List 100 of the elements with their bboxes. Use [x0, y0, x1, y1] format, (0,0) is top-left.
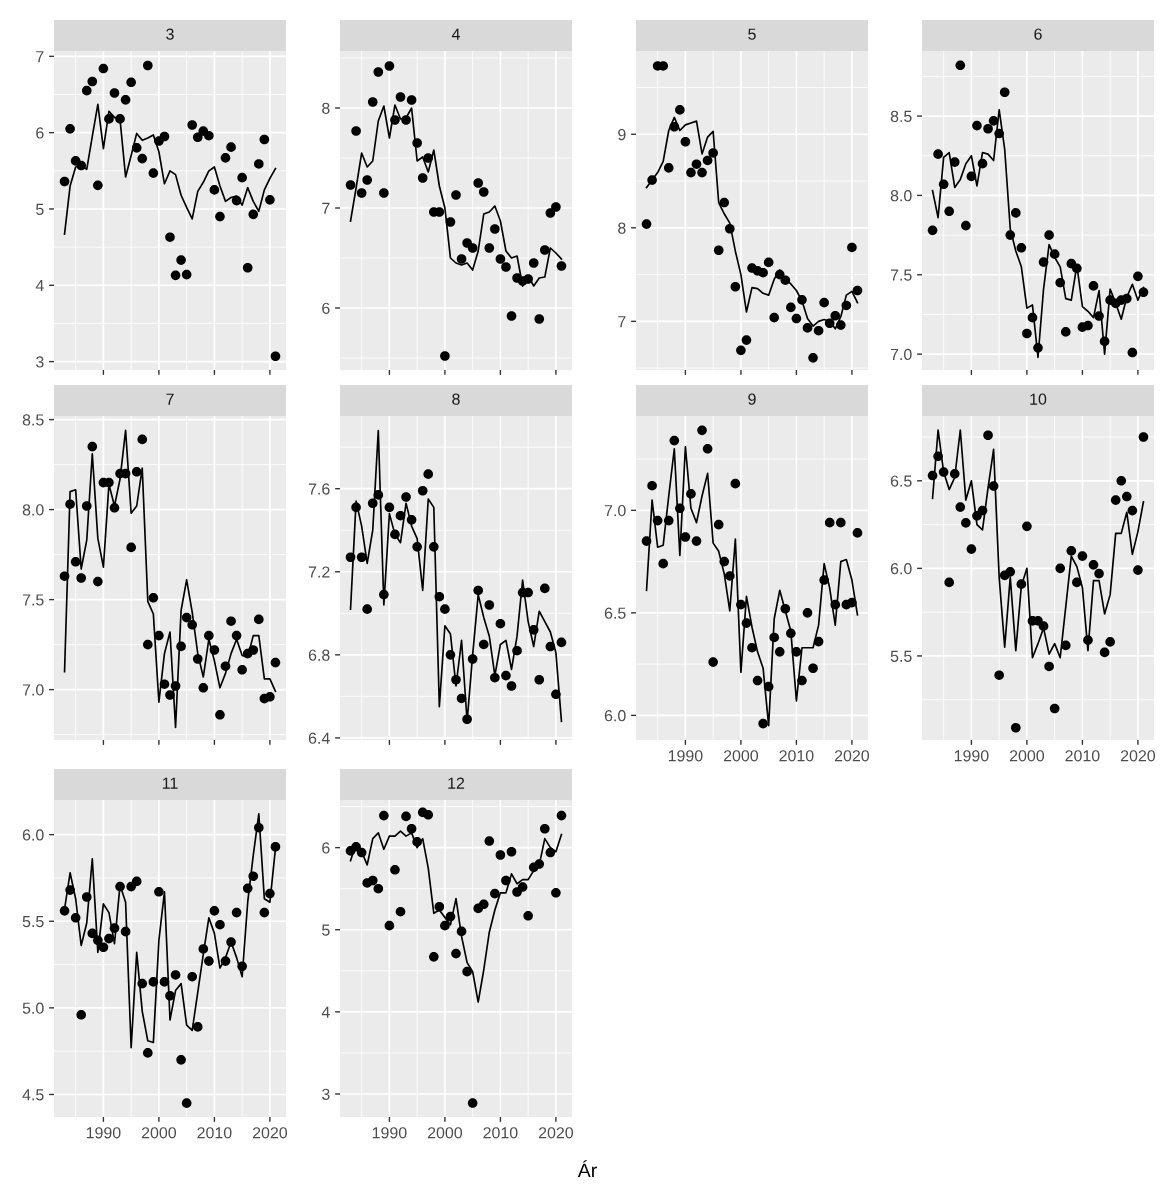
- x-tick-label: 2010: [483, 1127, 518, 1139]
- point: [65, 885, 75, 895]
- point: [379, 589, 389, 600]
- point: [379, 810, 389, 821]
- point: [70, 912, 81, 923]
- y-tick-label: 6.0: [890, 563, 912, 575]
- point: [137, 978, 148, 989]
- chart-title: 10: [1030, 393, 1047, 405]
- point: [192, 1022, 203, 1032]
- point: [165, 990, 175, 1001]
- point: [641, 219, 652, 229]
- y-tick-label: 6.8: [308, 649, 330, 661]
- point: [109, 88, 120, 98]
- point: [813, 636, 824, 647]
- point: [691, 159, 702, 169]
- point: [713, 519, 724, 530]
- point: [1099, 336, 1110, 347]
- point: [1105, 637, 1115, 647]
- point: [170, 970, 181, 980]
- point: [780, 603, 791, 614]
- point: [824, 318, 835, 329]
- point: [351, 126, 361, 136]
- point: [242, 883, 253, 894]
- point: [65, 499, 75, 510]
- point: [209, 645, 220, 655]
- point: [708, 657, 718, 667]
- point: [1133, 271, 1143, 282]
- point: [120, 95, 131, 105]
- point: [736, 345, 746, 356]
- point: [1049, 249, 1060, 259]
- point: [1094, 311, 1104, 321]
- point: [192, 654, 203, 664]
- y-tick-label: 6.0: [604, 710, 626, 722]
- point: [76, 160, 87, 171]
- point: [961, 220, 971, 231]
- point: [1010, 722, 1021, 733]
- point: [226, 142, 236, 152]
- point: [248, 871, 259, 882]
- point: [131, 876, 142, 887]
- point: [724, 571, 735, 581]
- point: [220, 153, 231, 163]
- point: [187, 120, 198, 130]
- point: [769, 312, 780, 323]
- point: [758, 718, 768, 729]
- point: [137, 153, 148, 164]
- point: [545, 847, 556, 858]
- point: [819, 297, 829, 308]
- point: [966, 544, 977, 554]
- point: [170, 681, 181, 691]
- point: [81, 501, 92, 511]
- point: [949, 157, 960, 167]
- point: [1038, 257, 1049, 267]
- point: [791, 647, 802, 657]
- point: [691, 536, 702, 546]
- point: [702, 155, 713, 166]
- point: [1133, 565, 1143, 575]
- point: [259, 134, 270, 145]
- y-tick-label: 6.4: [308, 732, 330, 744]
- point: [417, 173, 428, 183]
- point: [406, 823, 417, 834]
- point: [87, 928, 98, 939]
- point: [758, 267, 768, 278]
- line-series: [63, 429, 277, 729]
- point: [994, 670, 1004, 681]
- point: [736, 599, 746, 610]
- point: [456, 926, 467, 937]
- point: [797, 295, 807, 305]
- point: [813, 325, 824, 336]
- point: [351, 502, 361, 513]
- point: [1094, 568, 1104, 579]
- point: [401, 811, 411, 822]
- y-tick-label: 4: [321, 1006, 330, 1018]
- point: [395, 92, 406, 102]
- point: [647, 480, 657, 491]
- point: [830, 599, 841, 610]
- point: [65, 124, 75, 134]
- point: [747, 642, 757, 653]
- point: [539, 823, 550, 834]
- point: [356, 552, 367, 563]
- point: [231, 630, 242, 641]
- point: [983, 123, 993, 134]
- point: [972, 120, 982, 131]
- point: [412, 138, 422, 148]
- point: [545, 641, 556, 652]
- x-tick-label: 1990: [86, 1127, 121, 1139]
- point: [104, 933, 114, 944]
- point: [384, 920, 395, 931]
- point: [927, 470, 938, 481]
- point: [142, 60, 153, 71]
- point: [966, 171, 977, 182]
- point: [663, 163, 674, 173]
- point: [395, 906, 406, 917]
- point: [752, 675, 763, 686]
- line-series: [931, 429, 1145, 659]
- point: [401, 115, 411, 125]
- point: [972, 511, 982, 521]
- point: [434, 591, 445, 602]
- point: [961, 518, 971, 528]
- y-tick-label: 4.5: [22, 1089, 44, 1101]
- point: [373, 67, 384, 77]
